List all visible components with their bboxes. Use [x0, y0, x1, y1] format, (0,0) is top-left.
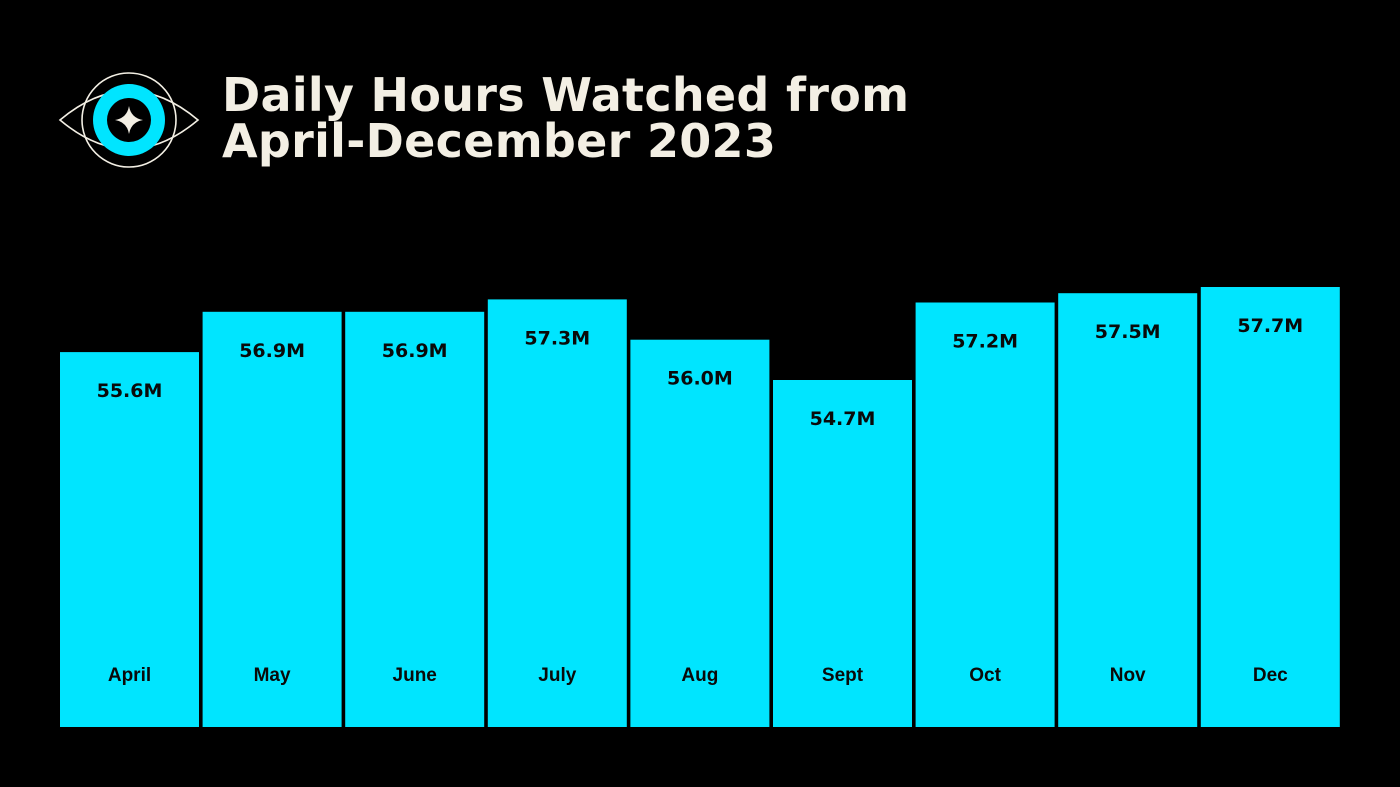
- category-label-june: June: [393, 665, 437, 686]
- value-label-dec: 57.7M: [1237, 315, 1303, 337]
- bar-may: [202, 311, 342, 727]
- value-label-oct: 57.2M: [952, 331, 1018, 353]
- value-label-nov: 57.5M: [1095, 321, 1161, 343]
- category-label-may: May: [254, 665, 291, 686]
- value-label-june: 56.9M: [382, 340, 448, 362]
- value-label-april: 55.6M: [97, 380, 163, 402]
- bar-june: [345, 311, 485, 727]
- category-label-april: April: [108, 665, 151, 686]
- bar-aug: [630, 339, 770, 727]
- chart-title-line-1: Daily Hours Watched from: [222, 68, 910, 122]
- category-label-dec: Dec: [1253, 665, 1288, 686]
- chart-title-line-2: April-December 2023: [222, 114, 777, 168]
- category-label-oct: Oct: [969, 665, 1001, 686]
- bar-sept: [773, 380, 912, 727]
- category-label-sept: Sept: [822, 665, 864, 686]
- category-label-aug: Aug: [681, 665, 718, 686]
- value-label-may: 56.9M: [239, 340, 305, 362]
- value-label-july: 57.3M: [524, 327, 590, 349]
- value-label-sept: 54.7M: [810, 408, 876, 430]
- category-label-july: July: [538, 665, 576, 686]
- eye-star-icon: [58, 72, 200, 168]
- category-label-nov: Nov: [1110, 665, 1146, 686]
- value-label-aug: 56.0M: [667, 368, 733, 390]
- bar-nov: [1058, 293, 1198, 727]
- chart-title: Daily Hours Watched from April-December …: [222, 72, 909, 164]
- bar-april: [60, 352, 199, 727]
- bar-dec: [1200, 287, 1340, 727]
- bar-oct: [915, 302, 1055, 727]
- bar-july: [487, 299, 627, 727]
